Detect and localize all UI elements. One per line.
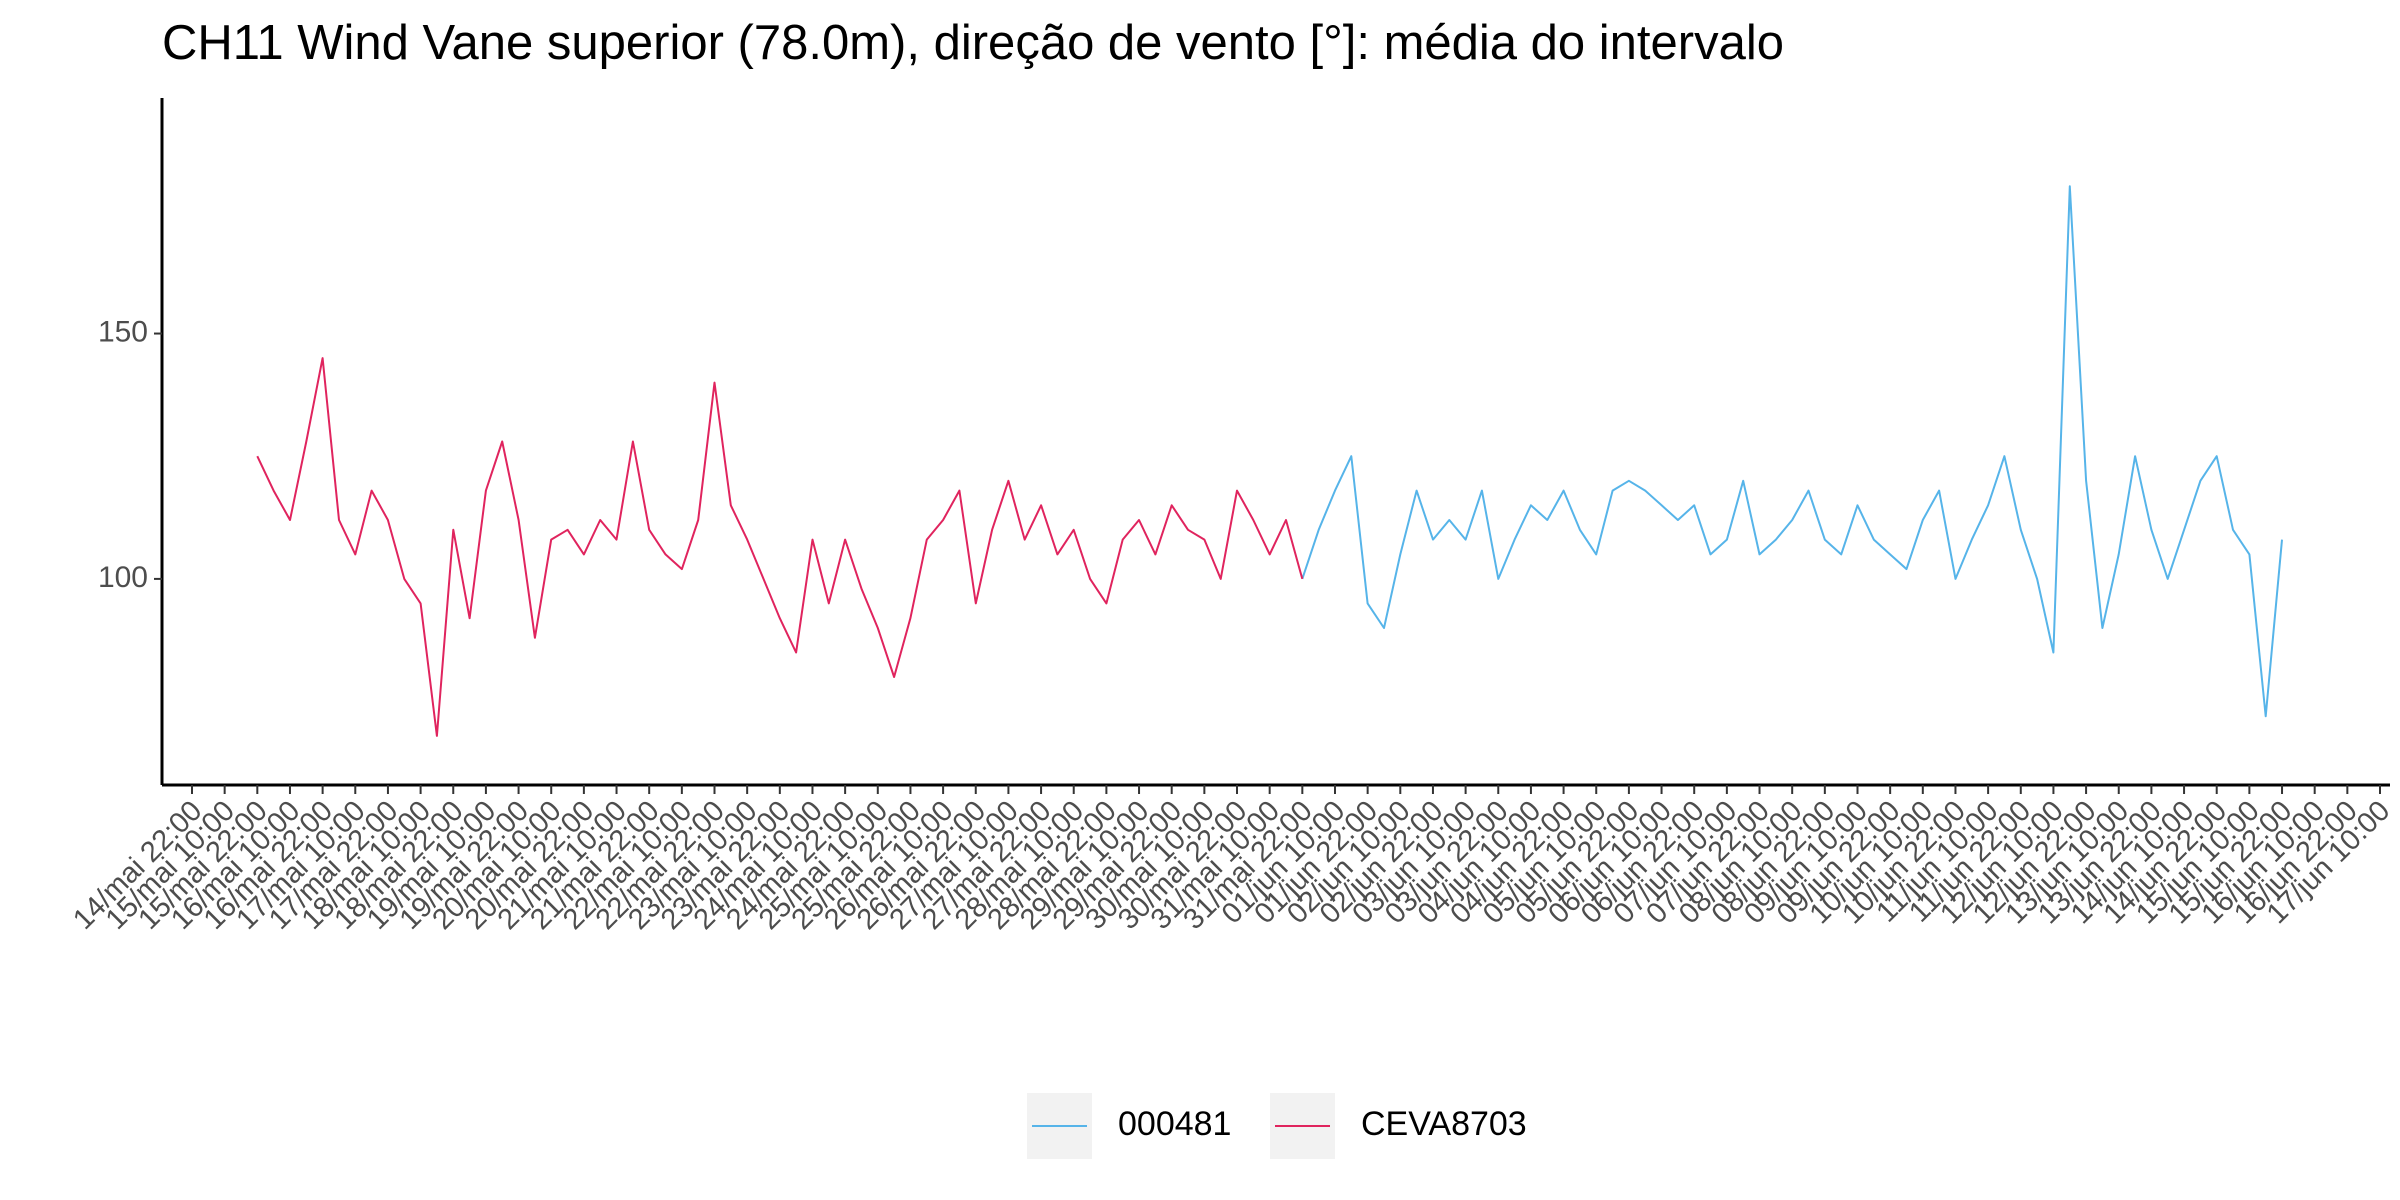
y-tick-label: 100 <box>98 561 148 594</box>
y-tick-label: 150 <box>98 315 148 348</box>
legend-label: CEVA8703 <box>1361 1105 1527 1143</box>
series-line <box>1301 185 2283 718</box>
series-line <box>256 357 1304 737</box>
chart-title: CH11 Wind Vane superior (78.0m), direção… <box>162 16 1784 70</box>
legend-label: 000481 <box>1118 1105 1231 1143</box>
